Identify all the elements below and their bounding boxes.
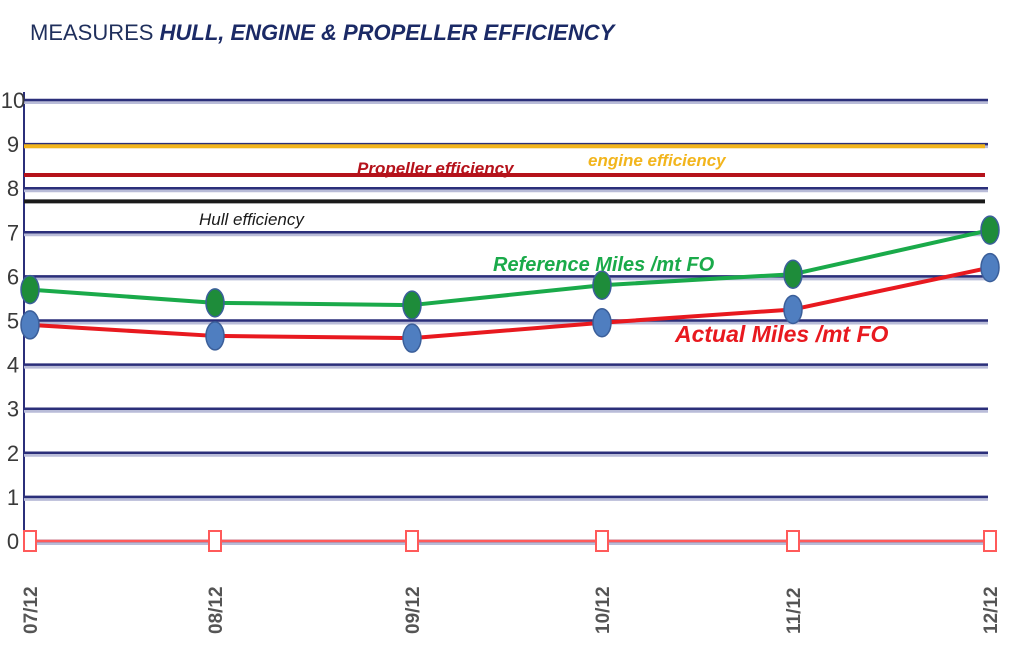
reference-lines [24,144,985,204]
gridlines [23,92,988,545]
series-line-0 [29,228,991,308]
marker-2-5 [983,530,997,552]
marker-0-4 [783,259,803,289]
y-tick-label-10: 10 [1,88,25,113]
marker-1-5 [980,252,1000,283]
marker-2-3 [595,530,609,552]
marker-0-0 [20,274,40,305]
x-tick-label-1: 08/12 [206,586,227,634]
x-tick-label-4: 11/12 [784,588,805,635]
annotation-0: engine efficiency [588,151,727,170]
annotation-4: Actual Miles /mt FO [674,321,889,347]
marker-0-2 [402,290,422,320]
y-tick-label-8: 8 [7,176,19,201]
annotations: engine efficiency Propeller efficiency Hul… [199,151,889,347]
x-tick-label-2: 09/12 [403,586,424,634]
marker-1-0 [20,310,40,340]
y-tick-label-0: 0 [7,529,19,554]
y-tick-label-7: 7 [7,220,19,245]
y-tick-label-1: 1 [7,485,19,510]
chart-title-prefix: MEASURES [30,20,154,45]
marker-0-3 [592,270,612,300]
series-line-1 [29,265,991,341]
marker-1-3 [592,307,612,338]
annotation-2: Hull efficiency [199,210,305,229]
annotation-1: Propeller efficiency [357,159,515,178]
series-markers [20,215,1000,552]
marker-2-0 [23,530,37,552]
marker-2-2 [405,530,419,552]
x-tick-label-3: 10/12 [593,586,614,634]
x-tick-label-0: 07/12 [21,586,42,634]
marker-1-2 [402,323,422,353]
marker-2-1 [208,530,222,552]
y-tick-label-6: 6 [7,264,19,289]
series-lines [29,228,991,543]
marker-1-4 [783,294,803,325]
marker-2-4 [786,530,800,552]
x-axis-labels: 07/12 08/12 09/12 10/12 11/12 12/12 [21,586,1002,634]
y-tick-label-2: 2 [7,441,19,466]
marker-0-5 [980,215,1000,245]
marker-1-1 [205,321,225,351]
x-tick-label-5: 12/12 [981,586,1002,634]
y-tick-label-4: 4 [7,353,19,378]
chart-title: MEASURES HULL, ENGINE & PROPELLER EFFICI… [30,20,614,46]
chart-title-main: HULL, ENGINE & PROPELLER EFFICIENCY [159,20,615,45]
y-tick-label-3: 3 [7,397,19,422]
y-tick-label-5: 5 [7,309,19,334]
y-tick-label-9: 9 [7,132,19,157]
annotation-3: Reference Miles /mt FO [493,254,715,276]
y-axis-ticks: 0 1 2 3 4 5 6 7 8 9 10 [1,88,25,554]
marker-0-1 [205,288,225,318]
